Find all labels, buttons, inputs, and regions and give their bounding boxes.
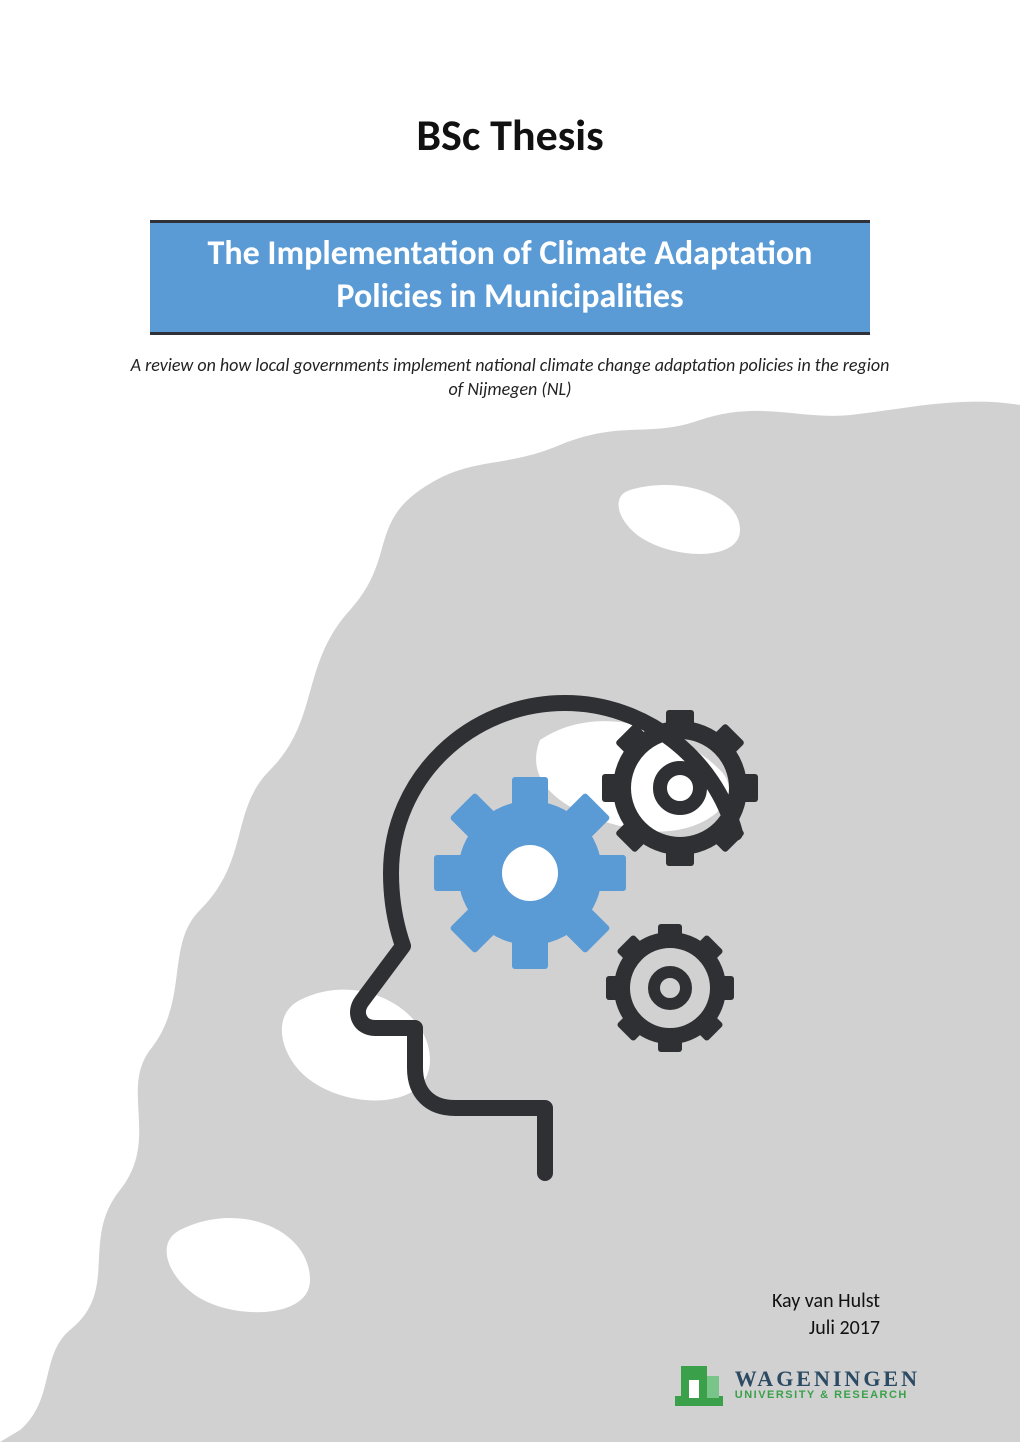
- logo-mark: [673, 1360, 725, 1408]
- content-layer: BSc Thesis The Implementation of Climate…: [0, 108, 1020, 1442]
- subtitle: A review on how local governments implem…: [130, 353, 890, 402]
- head-gears-graphic: [245, 668, 765, 1188]
- author-block: Kay van Hulst Juli 2017: [772, 1288, 880, 1342]
- gear-dark-small: [606, 924, 734, 1052]
- page: BSc Thesis The Implementation of Climate…: [0, 0, 1020, 1442]
- document-date: Juli 2017: [772, 1315, 880, 1342]
- document-heading: BSc Thesis: [0, 108, 1020, 162]
- gear-dark-large: [602, 710, 758, 866]
- logo-main-text: WAGENINGEN: [735, 1367, 920, 1390]
- gear-blue: [434, 777, 626, 969]
- logo-sub-text: UNIVERSITY & RESEARCH: [735, 1390, 920, 1402]
- logo-text: WAGENINGEN UNIVERSITY & RESEARCH: [735, 1367, 920, 1402]
- university-logo: WAGENINGEN UNIVERSITY & RESEARCH: [673, 1360, 920, 1408]
- author-name: Kay van Hulst: [772, 1288, 880, 1315]
- title-band: The Implementation of Climate Adaptation…: [150, 220, 870, 335]
